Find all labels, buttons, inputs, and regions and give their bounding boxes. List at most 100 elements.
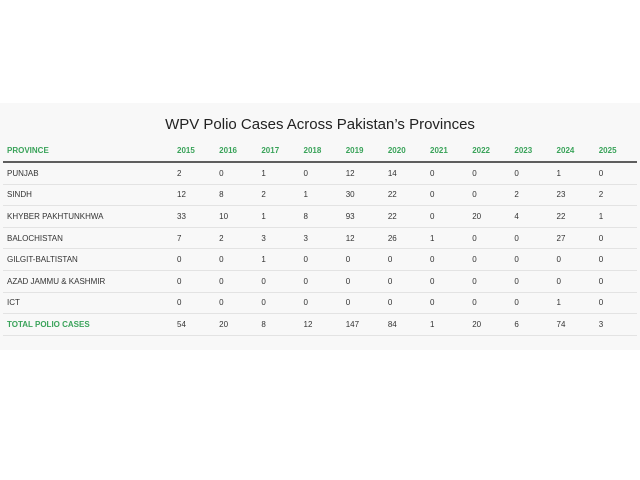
- table-row: ICT 0 0 0 0 0 0 0 0 0 1 0: [3, 292, 637, 315]
- case-count-2015: 2: [173, 162, 216, 185]
- case-count-2023: 0: [510, 248, 553, 271]
- case-count-2020: 22: [383, 184, 427, 207]
- table-row: PUNJAB 2 0 1 0 12 14 0 0 0 1 0: [3, 162, 637, 185]
- province-name: BALOCHISTAN: [3, 227, 173, 250]
- case-count-2025: 0: [594, 270, 637, 293]
- header-row: PROVINCE 2015 2016 2017 2018 2019 2020 2021 202…: [3, 140, 637, 163]
- case-count-2024: 1: [552, 162, 595, 185]
- case-count-2022: 0: [468, 227, 511, 250]
- case-count-2015: 0: [173, 248, 216, 271]
- case-count-2017: 2: [257, 184, 300, 207]
- case-count-2025: 2: [594, 184, 637, 207]
- case-count-2015: 54: [173, 313, 216, 336]
- case-count-2021: 0: [426, 184, 469, 207]
- case-count-2025: 0: [594, 292, 637, 315]
- header-year-2017: 2017: [257, 140, 300, 163]
- case-count-2024: 0: [552, 248, 595, 271]
- header-year-2016: 2016: [215, 140, 258, 163]
- case-count-2015: 0: [173, 270, 216, 293]
- case-count-2023: 6: [510, 313, 553, 336]
- case-count-2016: 0: [215, 292, 258, 315]
- case-count-2019: 12: [341, 162, 384, 185]
- case-count-2017: 1: [257, 248, 300, 271]
- polio-cases-table: PROVINCE 2015 2016 2017 2018 2019 2020 2021 202…: [3, 140, 637, 336]
- case-count-2016: 0: [215, 162, 258, 185]
- case-count-2017: 3: [257, 227, 300, 250]
- header-year-2025: 2025: [594, 140, 637, 163]
- case-count-2021: 0: [426, 205, 469, 228]
- case-count-2025: 3: [594, 313, 637, 336]
- case-count-2016: 10: [215, 205, 258, 228]
- header-year-2021: 2021: [426, 140, 469, 163]
- case-count-2019: 0: [341, 270, 384, 293]
- case-count-2020: 0: [383, 292, 427, 315]
- table-body: PUNJAB 2 0 1 0 12 14 0 0 0 1 0 SINDH 12 8 2 1 30 22 0 0 2 23 2 K…: [3, 162, 637, 336]
- case-count-2021: 1: [426, 313, 469, 336]
- case-count-2016: 0: [215, 270, 258, 293]
- case-count-2018: 12: [299, 313, 342, 336]
- case-count-2022: 20: [468, 205, 511, 228]
- case-count-2019: 0: [341, 292, 384, 315]
- case-count-2015: 12: [173, 184, 216, 207]
- case-count-2016: 2: [215, 227, 258, 250]
- case-count-2017: 0: [257, 292, 300, 315]
- case-count-2023: 2: [510, 184, 553, 207]
- case-count-2018: 3: [299, 227, 342, 250]
- province-name: ICT: [3, 292, 173, 315]
- case-count-2025: 0: [594, 162, 637, 185]
- case-count-2022: 0: [468, 270, 511, 293]
- case-count-2024: 0: [552, 270, 595, 293]
- case-count-2019: 12: [341, 227, 384, 250]
- table-row: SINDH 12 8 2 1 30 22 0 0 2 23 2: [3, 184, 637, 207]
- case-count-2025: 0: [594, 227, 637, 250]
- table-row: BALOCHISTAN 7 2 3 3 12 26 1 0 0 27 0: [3, 227, 637, 250]
- case-count-2018: 8: [299, 205, 342, 228]
- case-count-2020: 26: [383, 227, 427, 250]
- case-count-2021: 0: [426, 162, 469, 185]
- total-row: TOTAL POLIO CASES 54 20 8 12 147 84 1 20 6 74 3: [3, 313, 637, 336]
- case-count-2022: 0: [468, 184, 511, 207]
- case-count-2016: 8: [215, 184, 258, 207]
- case-count-2019: 0: [341, 248, 384, 271]
- header-year-2024: 2024: [552, 140, 595, 163]
- case-count-2015: 0: [173, 292, 216, 315]
- case-count-2022: 0: [468, 248, 511, 271]
- case-count-2024: 23: [552, 184, 595, 207]
- case-count-2025: 0: [594, 248, 637, 271]
- case-count-2023: 0: [510, 162, 553, 185]
- case-count-2020: 14: [383, 162, 427, 185]
- case-count-2017: 0: [257, 270, 300, 293]
- province-name: TOTAL POLIO CASES: [3, 313, 173, 336]
- header-year-2023: 2023: [510, 140, 553, 163]
- case-count-2015: 33: [173, 205, 216, 228]
- table-row: GILGIT-BALTISTAN 0 0 1 0 0 0 0 0 0 0 0: [3, 248, 637, 271]
- case-count-2023: 0: [510, 227, 553, 250]
- table-title: WPV Polio Cases Across Pakistan’s Provin…: [165, 116, 475, 133]
- province-name: AZAD JAMMU & KASHMIR: [3, 270, 173, 293]
- case-count-2023: 4: [510, 205, 553, 228]
- table-row: AZAD JAMMU & KASHMIR 0 0 0 0 0 0 0 0 0 0 0: [3, 270, 637, 293]
- case-count-2016: 20: [215, 313, 258, 336]
- province-name: PUNJAB: [3, 162, 173, 185]
- case-count-2019: 147: [341, 313, 384, 336]
- case-count-2018: 0: [299, 248, 342, 271]
- case-count-2019: 93: [341, 205, 384, 228]
- header-year-2015: 2015: [173, 140, 216, 163]
- case-count-2024: 22: [552, 205, 595, 228]
- case-count-2016: 0: [215, 248, 258, 271]
- case-count-2025: 1: [594, 205, 637, 228]
- province-name: GILGIT-BALTISTAN: [3, 248, 173, 271]
- case-count-2021: 1: [426, 227, 469, 250]
- case-count-2020: 22: [383, 205, 427, 228]
- table-row: KHYBER PAKHTUNKHWA 33 10 1 8 93 22 0 20 4 22 1: [3, 205, 637, 228]
- case-count-2020: 84: [383, 313, 427, 336]
- case-count-2017: 1: [257, 205, 300, 228]
- case-count-2024: 1: [552, 292, 595, 315]
- case-count-2021: 0: [426, 270, 469, 293]
- case-count-2017: 8: [257, 313, 300, 336]
- case-count-2024: 27: [552, 227, 595, 250]
- case-count-2018: 1: [299, 184, 342, 207]
- header-year-2018: 2018: [299, 140, 342, 163]
- province-name: KHYBER PAKHTUNKHWA: [3, 205, 173, 228]
- case-count-2018: 0: [299, 162, 342, 185]
